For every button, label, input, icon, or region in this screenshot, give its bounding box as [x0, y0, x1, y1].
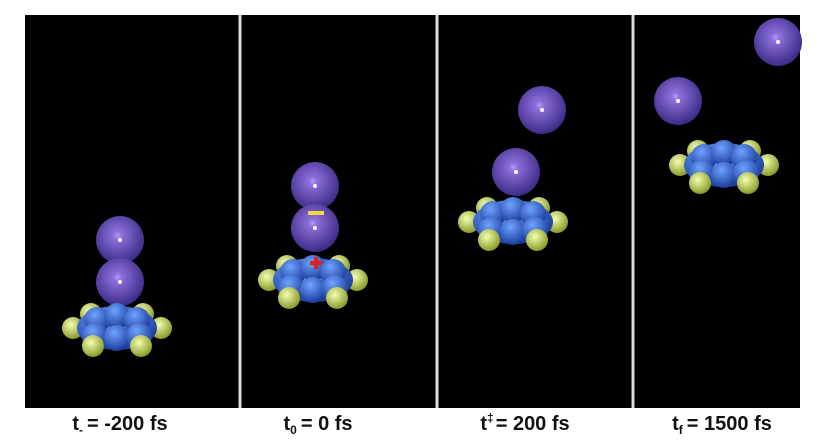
panel-label: tf= 1500 fs	[672, 413, 772, 437]
label-part: 0	[290, 423, 297, 437]
label-part: -	[79, 423, 83, 437]
panel-label: t-= -200 fs	[72, 413, 167, 437]
label-part: = 200 fs	[496, 413, 570, 435]
label-part: = 0 fs	[301, 413, 353, 435]
label-part: f	[679, 423, 684, 437]
panel-label: t‡= 200 fs	[480, 411, 569, 435]
figure: t-= -200 fs t0= 0 fs t‡= 200 fs tf= 1500…	[0, 0, 821, 440]
label-part: = 1500 fs	[687, 413, 772, 435]
label-part: = -200 fs	[87, 413, 168, 435]
panel-label: t0= 0 fs	[283, 413, 352, 437]
label-part: ‡	[487, 411, 494, 425]
